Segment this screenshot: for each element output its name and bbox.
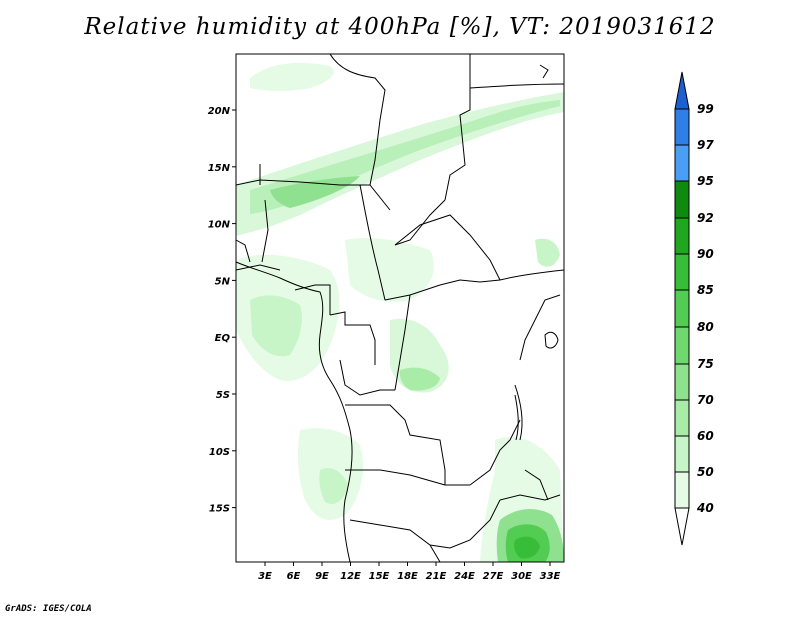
colorbar-segment (674, 108, 690, 146)
lon-tick-label: 33E (540, 571, 561, 582)
colorbar-segment (674, 253, 690, 291)
lat-tick-label: 10S (209, 447, 230, 458)
colorbar-bottom-triangle (674, 507, 690, 546)
humidity-field (236, 62, 564, 562)
lon-tick-label: 24E (454, 571, 475, 582)
humidity-patch-west-core (250, 295, 302, 357)
humidity-patch-southeast-peak (514, 536, 540, 559)
colorbar-label: 60 (697, 429, 714, 443)
lon-tick-label: 18E (397, 571, 418, 582)
colorbar-label: 40 (696, 501, 714, 515)
longitude-axis: 3E 6E 9E 12E 15E 18E 21E 24E 27E 30E 33E (258, 562, 561, 582)
lat-tick-label: EQ (215, 333, 231, 344)
lat-tick-label: 10N (208, 220, 231, 231)
grads-credit: GrADS: IGES/COLA (5, 604, 92, 614)
colorbar-segment (674, 180, 690, 219)
lon-tick-label: 30E (511, 571, 532, 582)
humidity-patch-central (345, 238, 434, 302)
colorbar-label: 95 (697, 174, 714, 188)
lon-tick-label: 9E (315, 571, 329, 582)
lat-tick-label: 20N (208, 106, 231, 117)
humidity-patch-angola-core (319, 468, 348, 505)
lat-tick-label: 15N (208, 163, 231, 174)
lon-tick-label: 3E (258, 571, 272, 582)
colorbar-label: 97 (697, 138, 714, 152)
colorbar-segment (674, 435, 690, 473)
colorbar-label: 70 (697, 393, 714, 407)
lon-tick-label: 21E (426, 571, 447, 582)
colorbar: 40 50 60 70 75 80 85 90 92 95 97 99 (674, 71, 714, 546)
lat-tick-label: 15S (209, 504, 230, 515)
colorbar-segment (674, 363, 690, 401)
country-borders (235, 53, 565, 563)
lon-tick-label: 12E (340, 571, 361, 582)
latitude-axis: 20N 15N 10N 5N EQ 5S 10S 15S (208, 106, 236, 515)
colorbar-segment (674, 144, 690, 182)
lon-tick-label: 27E (483, 571, 504, 582)
humidity-patch-nw (250, 62, 334, 91)
colorbar-top-triangle (674, 71, 690, 110)
lat-tick-label: 5N (215, 276, 231, 287)
colorbar-segment (674, 471, 690, 509)
map-title: Relative humidity at 400hPa [%], VT: 201… (84, 14, 716, 40)
colorbar-segment (674, 289, 690, 328)
colorbar-segment (674, 399, 690, 437)
colorbar-label: 80 (697, 320, 714, 334)
lon-tick-label: 6E (287, 571, 301, 582)
map-frame (235, 53, 565, 563)
colorbar-segment (674, 217, 690, 255)
humidity-patch-east (535, 238, 560, 267)
colorbar-label: 85 (697, 283, 714, 297)
colorbar-label: 99 (697, 102, 714, 116)
humidity-band-north-peak (270, 176, 360, 208)
colorbar-label: 92 (697, 211, 714, 225)
lat-tick-label: 5S (216, 390, 230, 401)
lon-tick-label: 15E (369, 571, 390, 582)
colorbar-segment (674, 326, 690, 365)
humidity-patch-congo-core (399, 367, 440, 391)
map-panel (235, 53, 565, 563)
colorbar-label: 90 (697, 247, 714, 261)
colorbar-label: 75 (697, 357, 714, 371)
colorbar-label: 50 (697, 465, 714, 479)
